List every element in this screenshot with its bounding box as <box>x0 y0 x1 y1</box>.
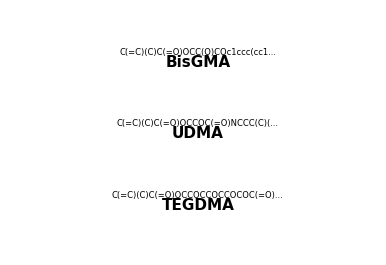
Text: UDMA: UDMA <box>172 126 224 141</box>
Text: BisGMA: BisGMA <box>165 55 230 70</box>
Text: TEGDMA: TEGDMA <box>161 198 234 213</box>
Text: C(=C)(C)C(=O)OCCOC(=O)NCCC(C)(...: C(=C)(C)C(=O)OCCOC(=O)NCCC(C)(... <box>117 119 279 128</box>
Text: C(=C)(C)C(=O)OCC(O)COc1ccc(cc1...: C(=C)(C)C(=O)OCC(O)COc1ccc(cc1... <box>119 48 276 57</box>
Text: C(=C)(C)C(=O)OCCOCCOCCOCOC(=O)...: C(=C)(C)C(=O)OCCOCCOCCOCOC(=O)... <box>112 191 284 200</box>
